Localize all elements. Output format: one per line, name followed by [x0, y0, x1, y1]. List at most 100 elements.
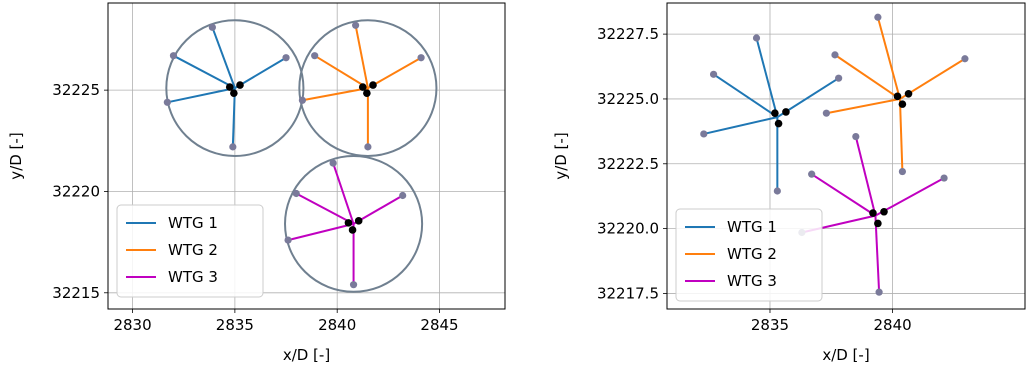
blade-line-wtg-3: [874, 215, 881, 293]
y-axis-label: y/D [-]: [7, 132, 25, 179]
blade-tip-point-wtg-1: [163, 98, 171, 106]
hub-point-wtg-2: [898, 100, 907, 108]
y-tick-label: 32225.0: [597, 90, 659, 108]
blade-line-wtg-3: [332, 162, 355, 225]
blade-tip-point-wtg-2: [298, 96, 307, 104]
blade-line-wtg-3: [287, 222, 354, 242]
y-tick-label: 32215: [52, 284, 100, 302]
hub-point-wtg-3: [354, 217, 363, 225]
blade-tip-point-wtg-1: [700, 130, 708, 138]
blade-line-wtg-2: [302, 87, 369, 102]
hub-point-wtg-3: [874, 219, 882, 228]
x-tick-label: 2830: [113, 316, 151, 334]
blade-tip-point-wtg-2: [822, 109, 830, 117]
legend-box: [675, 208, 823, 302]
blade-line-wtg-1: [211, 26, 236, 89]
blade-tip-point-wtg-3: [808, 170, 816, 178]
rotor-circle-wtg-3: [284, 155, 424, 293]
blade-line-wtg-2: [876, 17, 901, 100]
legend: WTG 1 WTG 2 WTG 3: [675, 208, 823, 302]
hub-point-wtg-1: [230, 89, 238, 97]
rotor-circle-wtg-1: [165, 19, 305, 157]
blade-line-wtg-3: [295, 192, 355, 225]
blade-line-wtg-2: [826, 97, 901, 115]
blade-line-wtg-2: [354, 25, 369, 89]
x-axis-label: x/D [-]: [822, 346, 869, 364]
blade-tip-point-wtg-3: [875, 288, 883, 296]
y-tick-label: 32227.5: [597, 25, 659, 43]
hub-point-wtg-3: [344, 219, 353, 227]
hub-point-wtg-1: [782, 108, 790, 116]
legend-label-wtg-1: WTG 1: [168, 214, 218, 232]
legend-label-wtg-3: WTG 3: [168, 268, 218, 286]
data-layer: [700, 13, 969, 296]
hub-point-wtg-2: [363, 89, 371, 97]
x-axis-label: x/D [-]: [283, 346, 330, 364]
hub-point-wtg-1: [236, 81, 244, 89]
blade-tip-point-wtg-3: [852, 132, 860, 141]
blade-tip-point-wtg-3: [292, 189, 300, 198]
y-tick-label: 32220.0: [597, 220, 659, 238]
y-tick-label: 32225: [52, 81, 100, 99]
blade-tip-point-wtg-1: [282, 54, 290, 62]
blade-tip-point-wtg-2: [898, 167, 906, 176]
rotor-circle-wtg-2: [298, 19, 438, 157]
blade-tip-point-wtg-3: [329, 159, 337, 167]
hub-point-wtg-3: [880, 207, 888, 216]
x-tick-label: 2840: [318, 316, 356, 334]
y-tick-label: 32220: [52, 182, 100, 200]
plot-frame: [666, 2, 1026, 310]
hub-point-wtg-2: [904, 89, 913, 98]
plot-frame: [107, 2, 506, 310]
y-tick-label: 32217.5: [597, 284, 659, 302]
legend: WTG 1 WTG 2 WTG 3: [116, 204, 264, 298]
blade-tip-point-wtg-1: [752, 34, 761, 42]
blade-line-wtg-3: [854, 136, 877, 216]
x-tick-label: 2835: [216, 316, 254, 334]
y-axis-label: y/D [-]: [552, 132, 570, 179]
blade-tip-point-wtg-1: [229, 143, 237, 151]
blade-line-wtg-2: [898, 98, 904, 172]
hub-point-wtg-2: [358, 83, 367, 91]
blade-line-wtg-1: [703, 116, 778, 135]
blade-tip-point-wtg-2: [311, 52, 319, 60]
hub-point-wtg-1: [771, 109, 779, 118]
blade-tip-point-wtg-2: [874, 13, 882, 21]
hub-point-wtg-2: [893, 92, 902, 101]
blade-line-wtg-2: [834, 54, 901, 100]
hub-point-wtg-1: [774, 119, 783, 128]
x-tick-label: 2840: [873, 316, 911, 334]
blade-tip-point-wtg-3: [349, 281, 358, 289]
legend-label-wtg-2: WTG 2: [168, 241, 218, 259]
blade-line-wtg-1: [755, 37, 779, 118]
blade-line-wtg-1: [173, 54, 236, 89]
blade-tip-point-wtg-3: [940, 174, 948, 182]
blade-tip-point-wtg-1: [208, 23, 216, 31]
blade-tip-point-wtg-2: [364, 143, 372, 151]
legend-label-wtg-3: WTG 3: [727, 272, 777, 290]
blade-line-wtg-1: [167, 87, 236, 104]
blade-tip-point-wtg-2: [417, 54, 425, 62]
y-tick-label: 32222.5: [597, 155, 659, 173]
x-tick-label: 2845: [420, 316, 458, 334]
hub-point-wtg-2: [369, 81, 377, 89]
legend-box: [116, 204, 264, 298]
data-layer: [163, 19, 438, 293]
blade-tip-point-wtg-3: [284, 236, 292, 244]
hub-point-wtg-1: [225, 83, 234, 91]
chart-1: 2830 2835 2840 2845 32215 32220 32225 x/D [-] y/…: [7, 2, 506, 364]
blade-line-wtg-2: [314, 54, 369, 89]
blade-tip-point-wtg-2: [831, 51, 839, 59]
blade-line-wtg-1: [231, 88, 236, 147]
blade-line-wtg-1: [234, 56, 287, 89]
blade-line-wtg-3: [811, 173, 876, 217]
blade-tip-point-wtg-1: [835, 74, 843, 82]
blade-tip-point-wtg-2: [352, 21, 360, 29]
blade-tip-point-wtg-2: [961, 55, 969, 63]
blade-tip-point-wtg-1: [169, 52, 178, 60]
blade-tip-point-wtg-1: [773, 187, 781, 195]
blade-tip-point-wtg-3: [399, 191, 407, 200]
legend-label-wtg-2: WTG 2: [727, 245, 777, 263]
blade-tip-point-wtg-1: [709, 70, 718, 78]
